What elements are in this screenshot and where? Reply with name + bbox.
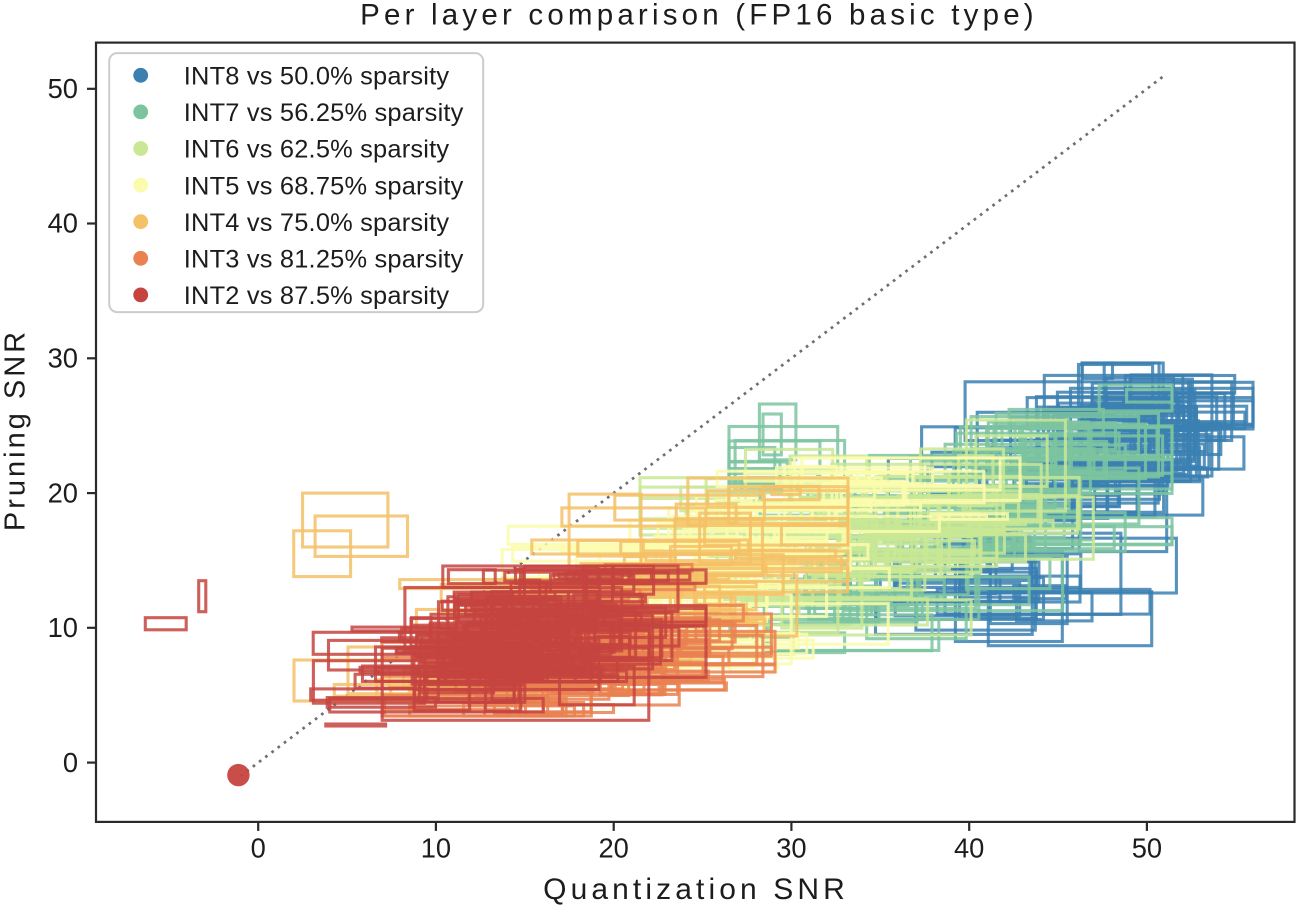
svg-text:10: 10 <box>421 833 451 864</box>
svg-text:INT8 vs 50.0% sparsity: INT8 vs 50.0% sparsity <box>184 63 450 91</box>
svg-text:50: 50 <box>48 73 78 104</box>
svg-text:INT6 vs 62.5% sparsity: INT6 vs 62.5% sparsity <box>184 136 450 164</box>
svg-text:0: 0 <box>63 747 78 778</box>
svg-text:30: 30 <box>48 343 78 374</box>
svg-text:INT3 vs 81.25% sparsity: INT3 vs 81.25% sparsity <box>184 246 464 274</box>
svg-text:INT2 vs 87.5% sparsity: INT2 vs 87.5% sparsity <box>184 282 450 310</box>
svg-text:20: 20 <box>48 477 78 508</box>
svg-text:20: 20 <box>599 833 629 864</box>
svg-text:Per layer comparison (FP16 bas: Per layer comparison (FP16 basic type) <box>360 0 1038 32</box>
svg-text:50: 50 <box>1132 833 1162 864</box>
svg-text:INT4 vs 75.0% sparsity: INT4 vs 75.0% sparsity <box>184 209 450 237</box>
svg-text:40: 40 <box>954 833 984 864</box>
svg-text:INT5 vs 68.75% sparsity: INT5 vs 68.75% sparsity <box>184 172 464 200</box>
svg-text:30: 30 <box>776 833 806 864</box>
svg-text:10: 10 <box>48 612 78 643</box>
svg-text:Pruning SNR: Pruning SNR <box>0 329 32 531</box>
svg-text:0: 0 <box>251 833 266 864</box>
svg-text:Quantization SNR: Quantization SNR <box>543 873 849 906</box>
svg-text:40: 40 <box>48 208 78 239</box>
svg-text:INT7 vs 56.25% sparsity: INT7 vs 56.25% sparsity <box>184 99 464 127</box>
